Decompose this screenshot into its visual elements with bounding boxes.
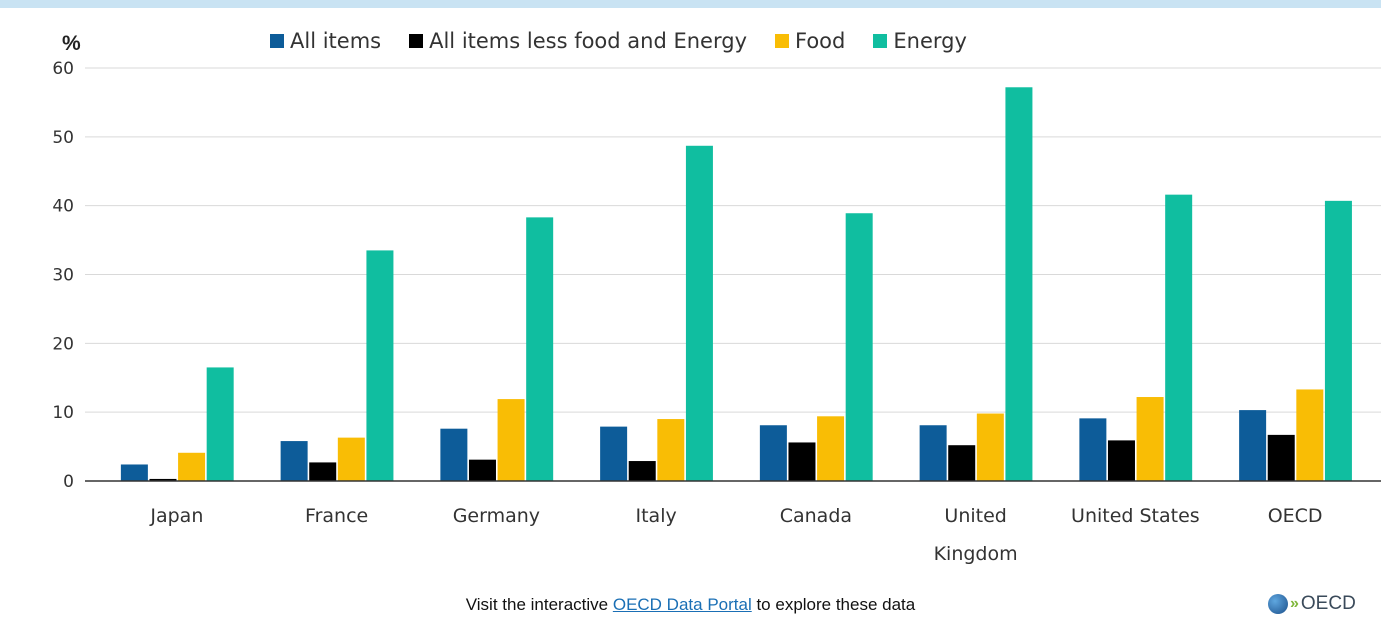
legend-label-all-items: All items — [290, 29, 382, 53]
y-axis-unit-label: % — [62, 32, 81, 55]
legend-item-energy: Energy — [873, 29, 967, 53]
x-tick-label: France — [305, 505, 368, 527]
bar-all-items-oecd — [1239, 410, 1267, 481]
x-axis-tick-labels: Japan France Germany Italy Canada United Kingd… — [149, 505, 1322, 565]
legend-label-core: All items less food and Energy — [429, 29, 747, 53]
legend-item-food: Food — [775, 29, 845, 53]
x-tick-label: Kingdom — [934, 543, 1018, 565]
bar-energy-france — [366, 250, 394, 481]
oecd-data-portal-link[interactable]: OECD Data Portal — [612, 595, 752, 614]
bar-energy-italy — [685, 145, 713, 481]
bar-all-items-united-states — [1079, 418, 1107, 481]
x-tick-label: United States — [1071, 505, 1200, 527]
bar-all-items-japan — [120, 464, 148, 481]
bar-food-united-kingdom — [976, 413, 1004, 481]
x-tick-label: Japan — [149, 505, 203, 527]
bar-energy-united-states — [1165, 194, 1193, 482]
globe-icon — [1268, 594, 1288, 614]
bar-all-items-less-food-and-energy-united-states — [1107, 440, 1135, 481]
bar-energy-japan — [206, 367, 234, 481]
bar-all-items-france — [280, 441, 308, 481]
legend-label-energy: Energy — [893, 29, 967, 53]
bar-food-japan — [178, 452, 206, 481]
chevrons-icon: » — [1290, 595, 1299, 612]
legend-swatch-all-items — [270, 34, 284, 48]
bar-all-items-less-food-and-energy-canada — [788, 442, 816, 481]
bar-all-items-less-food-and-energy-united-kingdom — [948, 445, 976, 481]
bar-all-items-less-food-and-energy-germany — [468, 459, 496, 481]
footer-prefix: Visit the interactive — [465, 595, 613, 614]
y-tick-label: 20 — [52, 334, 74, 354]
legend-swatch-core — [409, 34, 424, 48]
footer-note: Visit the interactive OECD Data Portal t… — [0, 595, 1381, 615]
bar-energy-germany — [526, 217, 554, 481]
bar-food-germany — [497, 399, 525, 481]
x-tick-label: United — [944, 505, 1006, 527]
y-axis-ticks: 0 10 20 30 40 50 60 — [52, 59, 74, 492]
bar-food-united-states — [1136, 397, 1164, 481]
logo-text: OECD — [1300, 593, 1356, 614]
bar-food-oecd — [1296, 389, 1324, 481]
bar-all-items-italy — [600, 426, 628, 481]
y-tick-label: 0 — [63, 472, 74, 492]
oecd-logo: » OECD — [1268, 593, 1356, 615]
bar-food-italy — [657, 419, 685, 481]
legend-label-food: Food — [795, 29, 846, 53]
footer-suffix: to explore these data — [751, 595, 916, 614]
legend-item-all-items: All items — [270, 29, 381, 53]
legend-item-core: All items less food and Energy — [409, 29, 747, 53]
bar-all-items-less-food-and-energy-japan — [149, 478, 177, 481]
x-tick-label: Canada — [780, 505, 852, 527]
x-tick-label: OECD — [1268, 505, 1323, 527]
bars — [120, 87, 1352, 482]
y-tick-label: 60 — [52, 59, 74, 79]
bar-energy-oecd — [1324, 200, 1352, 481]
y-tick-label: 10 — [52, 403, 74, 423]
bar-all-items-canada — [759, 425, 787, 481]
bar-all-items-germany — [440, 428, 468, 481]
y-tick-label: 40 — [52, 197, 74, 217]
bar-all-items-less-food-and-energy-france — [309, 462, 337, 481]
legend-swatch-energy — [873, 34, 888, 48]
bar-chart: % 0 10 20 30 40 50 60 Japan France Germany Italy C… — [52, 32, 1381, 565]
y-tick-label: 30 — [52, 266, 74, 286]
bar-food-france — [337, 437, 365, 481]
x-tick-label: Italy — [636, 505, 677, 527]
bar-all-items-less-food-and-energy-oecd — [1267, 434, 1295, 481]
grid-lines — [85, 67, 1381, 413]
bar-energy-canada — [845, 213, 873, 481]
bar-all-items-united-kingdom — [919, 425, 947, 481]
bar-all-items-less-food-and-energy-italy — [628, 461, 656, 481]
legend-swatch-food — [775, 34, 789, 48]
x-tick-label: Germany — [453, 505, 540, 527]
top-banner — [0, 0, 1381, 8]
bar-energy-united-kingdom — [1005, 87, 1033, 482]
y-tick-label: 50 — [52, 128, 74, 148]
chart-legend: All items All items less food and Energy… — [270, 26, 995, 56]
bar-food-canada — [817, 416, 845, 481]
